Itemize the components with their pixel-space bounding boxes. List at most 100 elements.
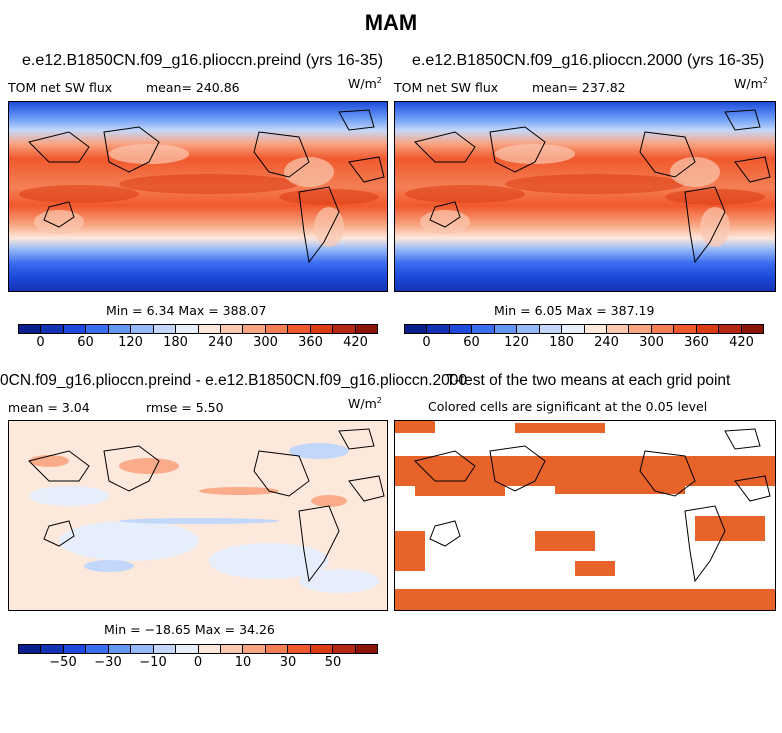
bottom-left-colorbar-ticks: −50 −30 −10 0 10 30 50 bbox=[18, 655, 378, 671]
colorbar-swatch bbox=[651, 325, 675, 333]
colorbar-swatch bbox=[198, 325, 221, 333]
colorbar-swatch bbox=[265, 645, 289, 653]
colorbar-tick-label: 420 bbox=[729, 335, 754, 350]
colorbar-swatch bbox=[539, 325, 563, 333]
top-left-colorbar-ticks: 0 60 120 180 240 300 360 420 bbox=[18, 335, 378, 351]
colorbar-swatch bbox=[19, 325, 42, 333]
top-right-map-svg bbox=[395, 102, 775, 291]
colorbar-tick-label: 10 bbox=[234, 655, 252, 670]
colorbar-swatch bbox=[333, 645, 356, 653]
colorbar-swatch bbox=[674, 325, 697, 333]
top-left-colorbar bbox=[18, 324, 378, 334]
top-right-case-title: e.e12.B1850CN.f09_g16.plioccn.2000 (yrs … bbox=[412, 52, 765, 69]
colorbar-swatch bbox=[86, 645, 109, 653]
colorbar-tick-label: 300 bbox=[253, 335, 278, 350]
top-left-minmax: Min = 6.34 Max = 388.07 bbox=[106, 303, 267, 318]
colorbar-swatch bbox=[63, 325, 87, 333]
colorbar-tick-label: 240 bbox=[208, 335, 233, 350]
colorbar-swatch bbox=[606, 325, 630, 333]
bottom-right-title: T-test of the two means at each grid poi… bbox=[446, 372, 731, 389]
colorbar-swatch bbox=[310, 645, 334, 653]
colorbar-swatch bbox=[449, 325, 473, 333]
top-left-variable-label: TOM net SW flux bbox=[8, 80, 113, 95]
bottom-right-map bbox=[394, 420, 776, 611]
colorbar-tick-label: −50 bbox=[49, 655, 77, 670]
colorbar-swatch bbox=[355, 645, 377, 653]
top-left-case-title: e.e12.B1850CN.f09_g16.plioccn.preind (yr… bbox=[22, 52, 384, 69]
top-right-mean-label: mean= 237.82 bbox=[532, 80, 626, 95]
page-title: MAM bbox=[364, 10, 418, 35]
colorbar-swatch bbox=[310, 325, 334, 333]
colorbar-tick-label: 120 bbox=[504, 335, 529, 350]
colorbar-swatch bbox=[719, 325, 742, 333]
colorbar-tick-label: 180 bbox=[549, 335, 574, 350]
colorbar-swatch bbox=[741, 325, 763, 333]
colorbar-tick-label: 0 bbox=[193, 655, 203, 670]
colorbar-swatch bbox=[288, 645, 311, 653]
colorbar-swatch bbox=[41, 325, 64, 333]
colorbar-swatch bbox=[265, 325, 289, 333]
colorbar-swatch bbox=[427, 325, 450, 333]
colorbar-tick-label: −30 bbox=[94, 655, 122, 670]
colorbar-swatch bbox=[696, 325, 720, 333]
top-right-colorbar bbox=[404, 324, 764, 334]
bottom-right-subtitle: Colored cells are significant at the 0.0… bbox=[428, 399, 708, 414]
colorbar-tick-label: 360 bbox=[298, 335, 323, 350]
colorbar-swatch bbox=[405, 325, 428, 333]
bottom-left-map-svg bbox=[9, 421, 387, 610]
colorbar-swatch bbox=[153, 325, 177, 333]
colorbar-swatch bbox=[562, 325, 585, 333]
colorbar-swatch bbox=[288, 325, 311, 333]
colorbar-swatch bbox=[153, 645, 177, 653]
colorbar-tick-label: 30 bbox=[279, 655, 297, 670]
bottom-left-units-label: W/m2 bbox=[348, 396, 382, 412]
colorbar-swatch bbox=[220, 325, 244, 333]
colorbar-swatch bbox=[243, 325, 266, 333]
colorbar-swatch bbox=[355, 325, 377, 333]
colorbar-tick-label: 360 bbox=[684, 335, 709, 350]
top-right-colorbar-ticks: 0 60 120 180 240 300 360 420 bbox=[404, 335, 764, 351]
colorbar-tick-label: 0 bbox=[36, 335, 45, 350]
colorbar-swatch bbox=[584, 325, 607, 333]
colorbar-swatch bbox=[472, 325, 495, 333]
colorbar-tick-label: 50 bbox=[324, 655, 342, 670]
colorbar-swatch bbox=[176, 325, 199, 333]
top-right-units-label: W/m2 bbox=[734, 76, 768, 92]
top-left-map-svg bbox=[9, 102, 387, 291]
colorbar-tick-label: 0 bbox=[422, 335, 431, 350]
bottom-left-rmse-label: rmse = 5.50 bbox=[146, 400, 224, 415]
bottom-left-minmax: Min = −18.65 Max = 34.26 bbox=[104, 622, 275, 637]
colorbar-swatch bbox=[41, 645, 64, 653]
top-left-map bbox=[8, 101, 388, 292]
colorbar-swatch bbox=[220, 645, 244, 653]
colorbar-swatch bbox=[86, 325, 109, 333]
colorbar-tick-label: 420 bbox=[343, 335, 368, 350]
top-left-mean-label: mean= 240.86 bbox=[146, 80, 240, 95]
colorbar-swatch bbox=[176, 645, 199, 653]
colorbar-swatch bbox=[131, 645, 154, 653]
colorbar-swatch bbox=[494, 325, 518, 333]
colorbar-tick-label: −10 bbox=[139, 655, 167, 670]
top-right-variable-label: TOM net SW flux bbox=[394, 80, 499, 95]
colorbar-swatch bbox=[108, 325, 132, 333]
colorbar-swatch bbox=[243, 645, 266, 653]
top-right-minmax: Min = 6.05 Max = 387.19 bbox=[494, 303, 655, 318]
colorbar-tick-label: 120 bbox=[118, 335, 143, 350]
top-left-units-label: W/m2 bbox=[348, 76, 382, 92]
colorbar-swatch bbox=[517, 325, 540, 333]
colorbar-swatch bbox=[131, 325, 154, 333]
colorbar-swatch bbox=[19, 645, 42, 653]
colorbar-swatch bbox=[629, 325, 652, 333]
bottom-right-map-svg bbox=[395, 421, 775, 610]
colorbar-tick-label: 240 bbox=[594, 335, 619, 350]
colorbar-swatch bbox=[333, 325, 356, 333]
bottom-left-map bbox=[8, 420, 388, 611]
colorbar-swatch bbox=[108, 645, 132, 653]
colorbar-swatch bbox=[63, 645, 87, 653]
colorbar-tick-label: 180 bbox=[163, 335, 188, 350]
bottom-left-colorbar bbox=[18, 644, 378, 654]
bottom-left-mean-label: mean = 3.04 bbox=[8, 400, 90, 415]
top-right-map bbox=[394, 101, 776, 292]
colorbar-tick-label: 60 bbox=[77, 335, 94, 350]
colorbar-tick-label: 300 bbox=[639, 335, 664, 350]
